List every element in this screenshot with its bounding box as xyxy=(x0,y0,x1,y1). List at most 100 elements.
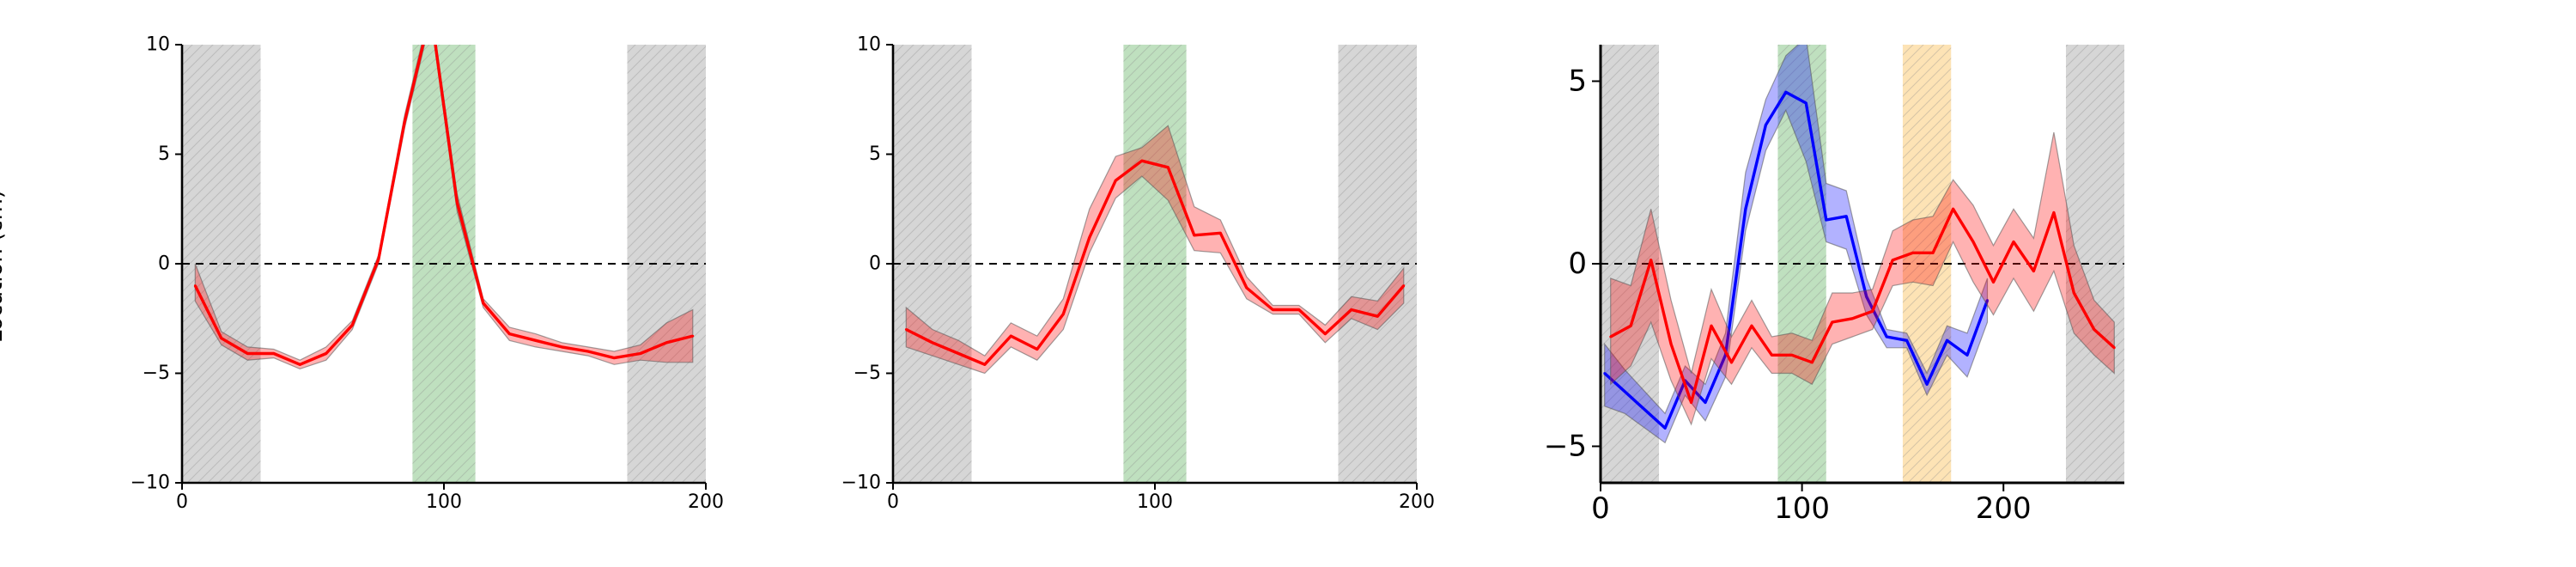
data-point xyxy=(1825,218,1828,222)
data-point xyxy=(1891,259,1894,262)
series-group xyxy=(904,125,1406,375)
data-point xyxy=(1804,101,1807,105)
data-point xyxy=(665,341,668,344)
y-tick-label: −10 xyxy=(841,472,881,494)
data-point xyxy=(1218,231,1222,235)
y-tick-label: 10 xyxy=(146,34,170,56)
data-point xyxy=(220,337,223,340)
data-point xyxy=(1623,390,1626,393)
data-point xyxy=(983,363,987,366)
data-point xyxy=(1140,159,1144,162)
data-point xyxy=(2112,346,2116,350)
data-point xyxy=(507,332,511,335)
data-point xyxy=(1402,284,1406,287)
data-point xyxy=(1643,408,1646,412)
data-point xyxy=(1166,166,1170,169)
x-tick-label: 200 xyxy=(1976,491,2032,526)
data-point xyxy=(2052,211,2056,214)
data-point xyxy=(1376,314,1379,318)
data-point xyxy=(1669,343,1673,345)
data-point xyxy=(1245,286,1249,290)
data-point xyxy=(534,338,538,342)
series-line xyxy=(905,159,1406,366)
data-point xyxy=(691,334,695,338)
data-point xyxy=(1663,426,1667,430)
data-point xyxy=(1730,361,1733,364)
data-point xyxy=(612,357,616,359)
series-group xyxy=(1603,45,2116,444)
data-point xyxy=(1992,280,1995,284)
data-point xyxy=(1061,313,1065,315)
data-point xyxy=(1925,382,1929,386)
data-point xyxy=(639,352,642,355)
data-point xyxy=(1271,308,1274,311)
y-tick-label: 5 xyxy=(158,143,170,165)
data-point xyxy=(1036,348,1039,351)
data-point xyxy=(1831,320,1834,324)
data-point xyxy=(1629,324,1632,327)
shaded-region-hatch xyxy=(182,45,261,483)
x-tick-label: 100 xyxy=(1774,491,1830,526)
data-point xyxy=(246,352,249,355)
data-point xyxy=(1771,353,1773,357)
y-tick-label: 0 xyxy=(869,253,881,275)
data-point xyxy=(429,10,432,13)
data-point xyxy=(1297,308,1301,311)
data-point xyxy=(1905,338,1909,342)
data-point xyxy=(350,324,354,326)
data-point xyxy=(1885,335,1888,338)
data-point xyxy=(560,345,563,349)
confidence-band xyxy=(1604,45,1989,444)
data-point xyxy=(2032,270,2035,272)
data-point xyxy=(1931,251,1935,254)
data-point xyxy=(2072,291,2075,295)
data-point xyxy=(1323,332,1327,335)
data-point xyxy=(455,201,459,204)
data-point xyxy=(1744,207,1747,210)
y-tick-label: −5 xyxy=(143,363,170,384)
y-axis-label: Location (cm) xyxy=(0,190,8,343)
y-tick-label: 0 xyxy=(158,253,170,275)
x-tick-label: 0 xyxy=(1591,491,1610,526)
shaded-region-hatch xyxy=(893,45,972,483)
x-tick-label: 0 xyxy=(176,491,188,513)
data-point xyxy=(1871,309,1874,313)
data-point xyxy=(482,302,485,305)
data-point xyxy=(1750,324,1753,327)
data-point xyxy=(2093,328,2096,331)
data-point xyxy=(2012,241,2015,243)
series-line xyxy=(193,45,694,366)
x-tick-label: 200 xyxy=(1399,491,1435,513)
y-tick-label: −5 xyxy=(1544,430,1587,464)
y-tick-label: −10 xyxy=(131,472,170,494)
data-point xyxy=(325,352,328,355)
data-point xyxy=(1710,324,1713,327)
y-tick-label: 10 xyxy=(857,34,881,56)
confidence-band xyxy=(905,125,1405,375)
data-point xyxy=(1971,241,1975,243)
x-tick-label: 100 xyxy=(426,491,462,513)
x-tick-label: 100 xyxy=(1137,491,1173,513)
x-tick-label: 0 xyxy=(887,491,899,513)
data-point xyxy=(1704,401,1707,404)
data-point xyxy=(1850,317,1854,320)
data-point xyxy=(1810,361,1814,364)
data-point xyxy=(1009,334,1012,338)
data-point xyxy=(1350,308,1353,311)
data-point xyxy=(1193,234,1196,237)
data-point xyxy=(1609,335,1613,338)
data-point xyxy=(1965,353,1969,357)
series-line xyxy=(1603,90,1990,430)
data-point xyxy=(193,284,197,287)
data-point xyxy=(1911,251,1915,254)
y-tick-label: −5 xyxy=(854,363,881,384)
data-point xyxy=(1114,179,1117,182)
data-point xyxy=(377,258,380,261)
y-tick-label: 5 xyxy=(869,143,881,165)
data-point xyxy=(1649,259,1653,262)
data-point xyxy=(1952,207,1955,210)
